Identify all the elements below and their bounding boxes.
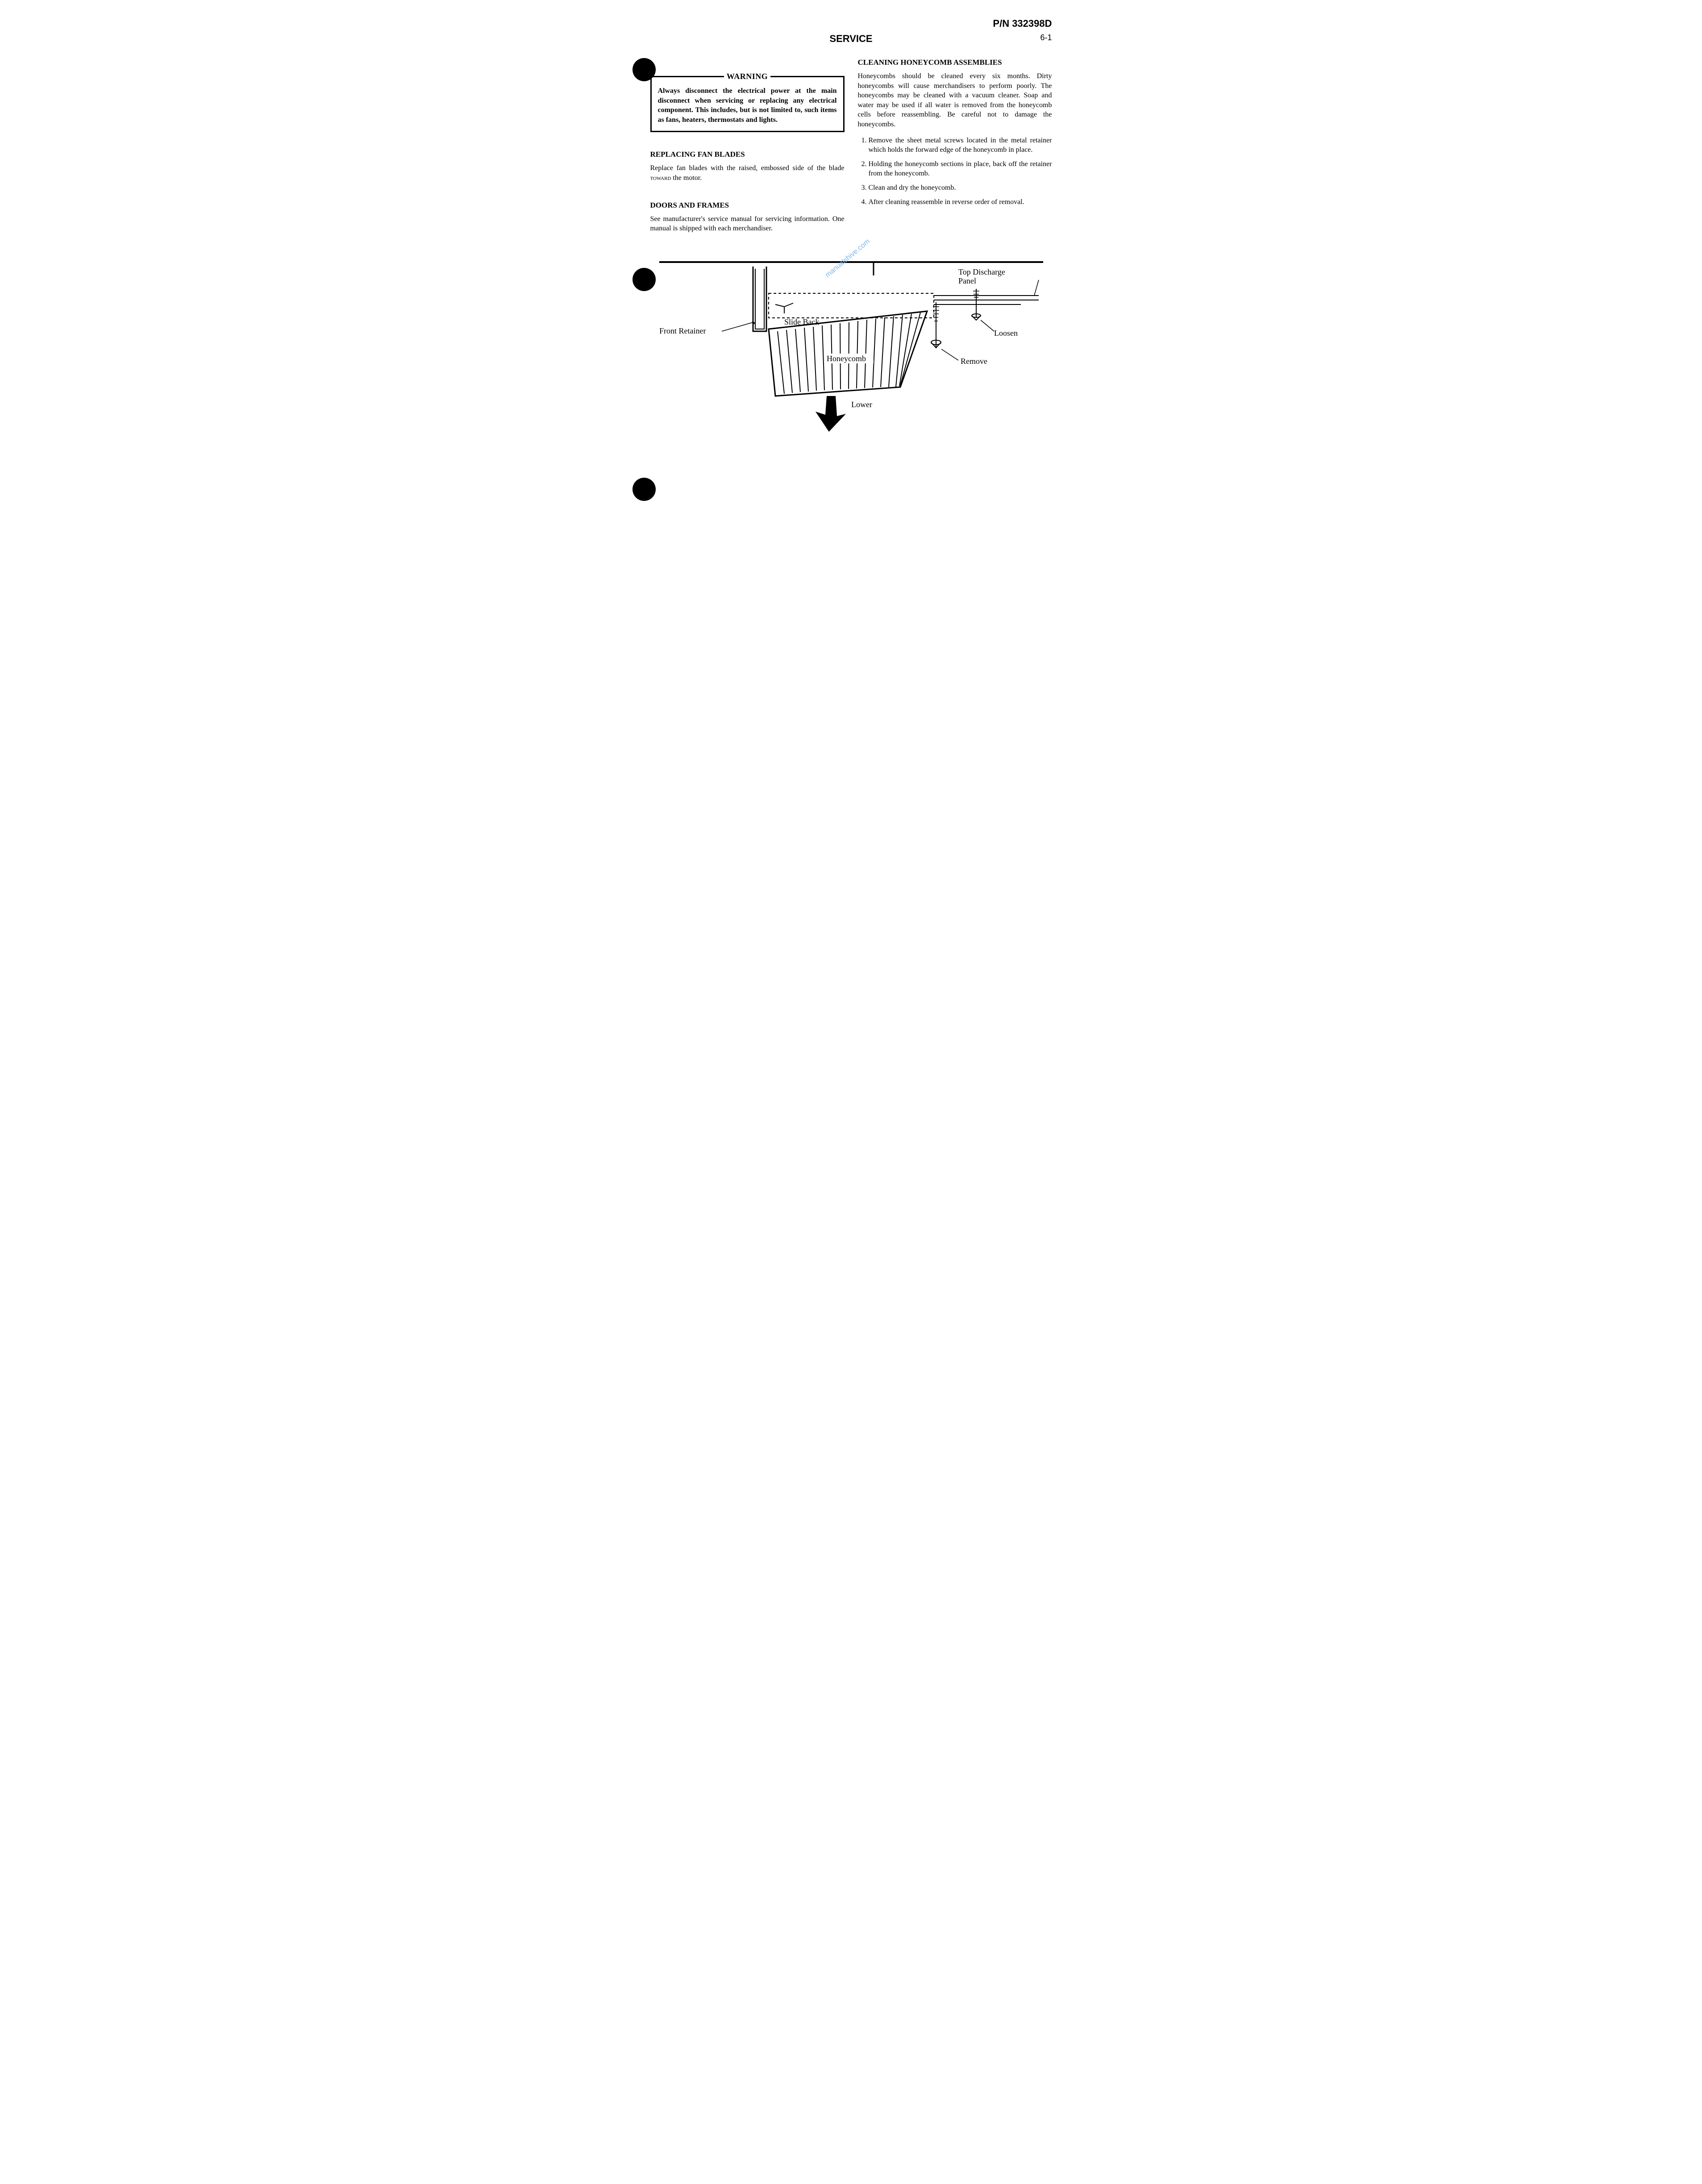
diagram-label-remove: Remove — [961, 357, 987, 366]
hole-punch-dot — [633, 268, 656, 291]
diagram-label-front-retainer: Front Retainer — [659, 326, 706, 335]
section-heading-fan-blades: REPLACING FAN BLADES — [650, 150, 845, 159]
diagram-label-lower: Lower — [851, 400, 872, 409]
title-row: SERVICE 6-1 — [650, 33, 1052, 45]
fan-blades-body: Replace fan blades with the raised, embo… — [650, 163, 845, 183]
honeycomb-steps: Remove the sheet metal screws located in… — [858, 136, 1052, 207]
diagram-label-top-discharge-1: Top Discharge — [958, 267, 1005, 276]
section-heading-doors: DOORS AND FRAMES — [650, 201, 845, 210]
lower-arrow-icon — [816, 396, 846, 432]
honeycomb-diagram: Front Retainer Slide Back Top Discharge … — [650, 253, 1052, 432]
step-item: Holding the honeycomb sections in place,… — [869, 159, 1052, 179]
warning-box: WARNING Always disconnect the electrical… — [650, 76, 845, 132]
page-title: SERVICE — [829, 33, 872, 45]
header: P/N 332398D — [650, 18, 1052, 29]
warning-label: WARNING — [724, 72, 771, 81]
step-item: After cleaning reassemble in reverse ord… — [869, 197, 1052, 207]
diagram-label-top-discharge-2: Panel — [958, 276, 976, 285]
screw-remove-icon — [931, 302, 941, 348]
content-columns: WARNING Always disconnect the electrical… — [650, 58, 1052, 240]
section-heading-honeycomb: CLEANING HONEYCOMB ASSEMBLIES — [858, 58, 1052, 67]
hole-punch-dot — [633, 478, 656, 501]
diagram-label-honeycomb: Honeycomb — [827, 354, 866, 363]
step-item: Clean and dry the honeycomb. — [869, 183, 1052, 193]
part-number: P/N 332398D — [650, 18, 1052, 29]
left-column: WARNING Always disconnect the electrical… — [650, 58, 845, 240]
text: Replace fan blades with the raised, embo… — [650, 164, 845, 172]
text: the motor. — [671, 174, 702, 182]
warning-text: Always disconnect the electrical power a… — [658, 86, 837, 125]
right-column: CLEANING HONEYCOMB ASSEMBLIES Honeycombs… — [858, 58, 1052, 240]
diagram-label-loosen: Loosen — [994, 329, 1018, 338]
warning-label-wrap: WARNING — [652, 72, 843, 81]
doors-body: See manufacturer's service manual for se… — [650, 214, 845, 233]
text-smallcaps: toward — [650, 174, 671, 182]
step-item: Remove the sheet metal screws located in… — [869, 136, 1052, 155]
page: P/N 332398D SERVICE 6-1 WARNING Always d… — [650, 18, 1052, 432]
honeycomb-body: Honeycombs should be cleaned every six m… — [858, 71, 1052, 129]
page-number: 6-1 — [1040, 33, 1052, 42]
